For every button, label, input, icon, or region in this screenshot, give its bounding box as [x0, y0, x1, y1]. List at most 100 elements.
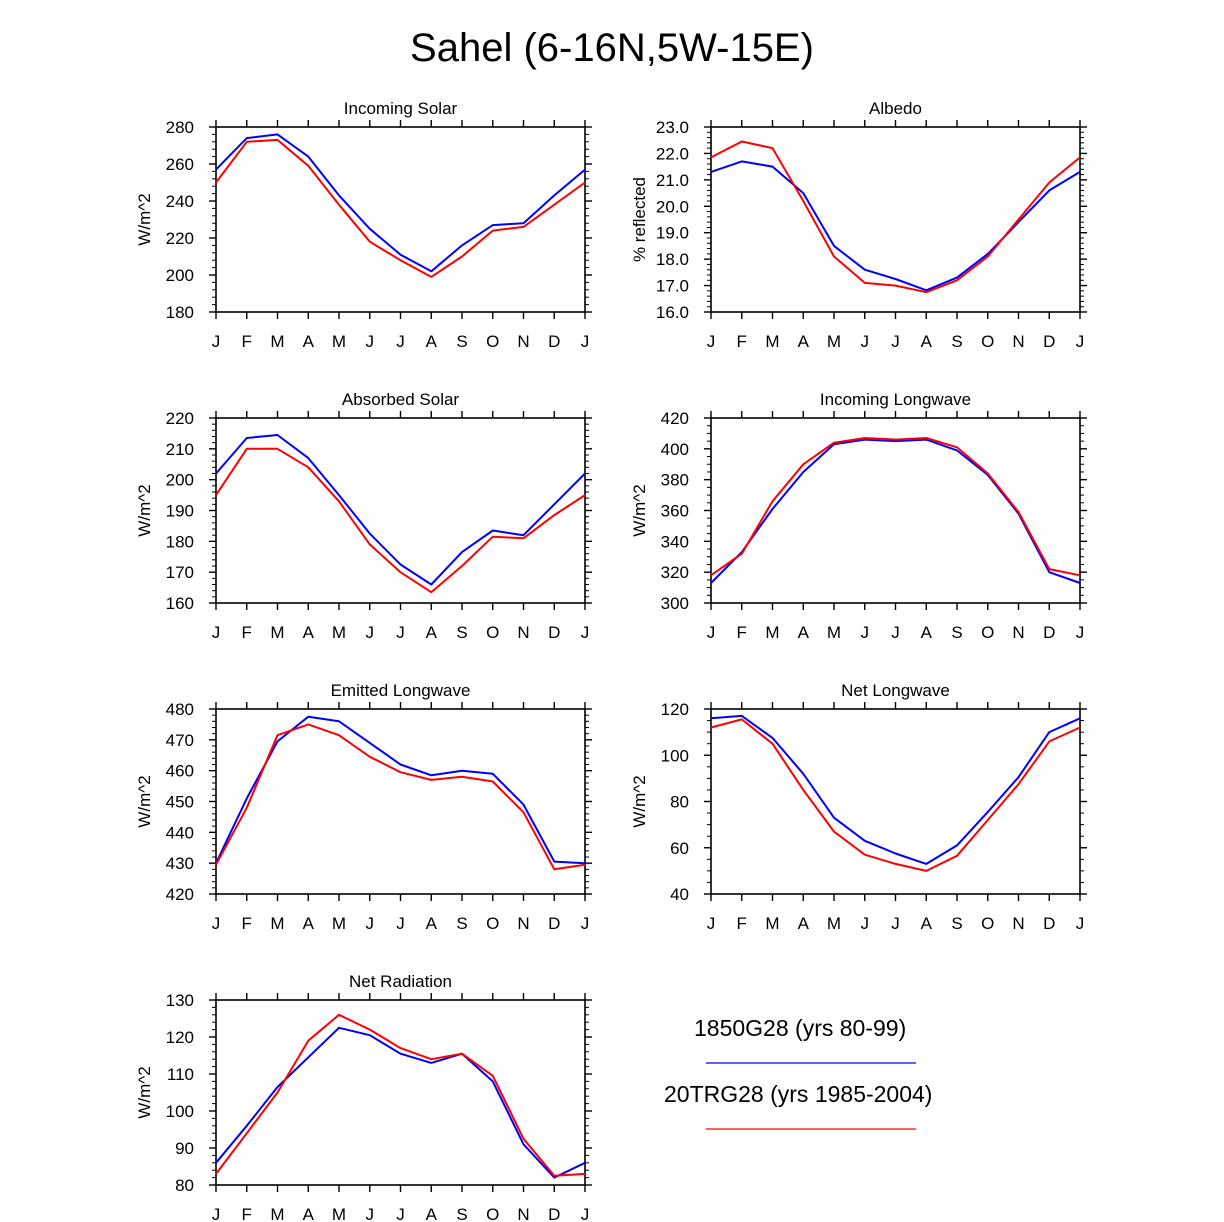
x-tick-label: J — [891, 332, 900, 351]
y-tick-label: 22.0 — [656, 144, 689, 163]
legend-label-20trg28: 20TRG28 (yrs 1985-2004) — [664, 1081, 933, 1107]
x-tick-label: N — [517, 332, 529, 351]
incoming-solar-title: Incoming Solar — [344, 99, 458, 118]
x-tick-label: J — [581, 623, 590, 642]
x-tick-label: O — [981, 914, 994, 933]
x-tick-label: M — [827, 914, 841, 933]
net-longwave-ylabel: W/m^2 — [630, 775, 649, 827]
x-tick-label: S — [456, 332, 467, 351]
emitted-longwave-panel: J F M A M J J A S O N D J420430440450460470480Emitte… — [135, 681, 592, 933]
x-tick-label: S — [951, 623, 962, 642]
y-tick-label: 460 — [166, 762, 194, 781]
net-radiation-title: Net Radiation — [349, 972, 452, 991]
x-tick-label: F — [737, 623, 747, 642]
x-tick-label: F — [242, 914, 252, 933]
x-tick-label: J — [212, 914, 221, 933]
emitted-longwave-frame — [215, 708, 586, 895]
y-tick-label: 190 — [166, 502, 194, 521]
albedo-panel: J F M A M J J A S O N D J16.017.018.019.020.021.022.… — [630, 99, 1087, 351]
x-tick-label: J — [861, 623, 870, 642]
y-tick-label: 120 — [661, 700, 689, 719]
y-tick-label: 280 — [166, 118, 194, 137]
x-tick-label: M — [827, 623, 841, 642]
x-tick-label: J — [861, 914, 870, 933]
x-tick-label: J — [366, 623, 375, 642]
incoming-longwave-ylabel: W/m^2 — [630, 484, 649, 536]
incoming-solar-frame — [215, 126, 586, 313]
x-tick-label: D — [548, 623, 560, 642]
y-tick-label: 21.0 — [656, 171, 689, 190]
x-tick-label: A — [426, 332, 438, 351]
x-tick-label: F — [737, 914, 747, 933]
y-tick-label: 470 — [166, 731, 194, 750]
absorbed-solar-ylabel: W/m^2 — [135, 484, 154, 536]
y-tick-label: 110 — [167, 1065, 194, 1084]
incoming-longwave-panel: J F M A M J J A S O N D J300320340360380400420Incomi… — [630, 390, 1087, 642]
x-tick-label: D — [1043, 623, 1055, 642]
y-tick-label: 120 — [166, 1028, 194, 1047]
y-tick-label: 60 — [670, 839, 689, 858]
y-tick-label: 18.0 — [656, 250, 689, 269]
x-tick-label: D — [548, 914, 560, 933]
x-tick-label: A — [303, 1205, 315, 1222]
net-radiation-series-20trg28-line — [215, 1013, 586, 1177]
incoming-longwave-series-20trg28-line — [710, 437, 1081, 577]
x-tick-label: J — [861, 332, 870, 351]
x-tick-label: O — [486, 623, 499, 642]
y-tick-label: 200 — [166, 471, 194, 490]
y-tick-label: 90 — [175, 1139, 194, 1158]
y-tick-label: 220 — [166, 409, 194, 428]
x-tick-label: J — [1076, 914, 1085, 933]
emitted-longwave-ylabel: W/m^2 — [135, 775, 154, 827]
x-tick-label: S — [456, 1205, 467, 1222]
y-tick-label: 80 — [670, 793, 689, 812]
x-tick-label: J — [581, 1205, 590, 1222]
x-tick-label: M — [332, 914, 346, 933]
incoming-solar-panel: J F M A M J J A S O N D J180200220240260280Incoming … — [135, 99, 592, 351]
y-tick-label: 80 — [175, 1176, 194, 1195]
figure-title: Sahel (6-16N,5W-15E) — [410, 26, 814, 70]
x-tick-label: A — [798, 623, 810, 642]
x-tick-label: J — [212, 332, 221, 351]
incoming-solar-series-20trg28-line — [215, 138, 586, 278]
x-tick-label: J — [581, 332, 590, 351]
x-tick-label: S — [951, 332, 962, 351]
y-tick-label: 23.0 — [656, 118, 689, 137]
x-tick-label: M — [765, 332, 779, 351]
x-tick-label: N — [517, 623, 529, 642]
x-tick-label: D — [1043, 914, 1055, 933]
x-tick-label: J — [707, 623, 716, 642]
y-tick-label: 360 — [661, 502, 689, 521]
net-longwave-series-20trg28-line — [710, 718, 1081, 872]
net-radiation-series-1850g28-line — [215, 1026, 586, 1179]
absorbed-solar-title: Absorbed Solar — [342, 390, 460, 409]
absorbed-solar-frame — [215, 417, 586, 604]
y-tick-label: 400 — [661, 440, 689, 459]
x-tick-label: A — [426, 623, 438, 642]
x-tick-label: M — [332, 332, 346, 351]
emitted-longwave-series-1850g28-line — [215, 715, 586, 865]
x-tick-label: N — [1012, 623, 1024, 642]
x-tick-label: J — [396, 1205, 405, 1222]
net-longwave-title: Net Longwave — [841, 681, 950, 700]
x-tick-label: M — [270, 332, 284, 351]
x-tick-label: O — [981, 623, 994, 642]
net-radiation-frame — [215, 999, 586, 1186]
y-tick-label: 20.0 — [656, 197, 689, 216]
y-tick-label: 16.0 — [656, 303, 689, 322]
x-tick-label: A — [921, 332, 933, 351]
x-tick-label: J — [366, 1205, 375, 1222]
x-tick-label: M — [827, 332, 841, 351]
x-tick-label: J — [707, 332, 716, 351]
y-tick-label: 300 — [661, 594, 689, 613]
x-tick-label: J — [396, 914, 405, 933]
y-tick-label: 340 — [661, 532, 689, 551]
x-tick-label: J — [212, 623, 221, 642]
x-tick-label: M — [270, 623, 284, 642]
x-tick-label: N — [1012, 332, 1024, 351]
x-tick-label: J — [1076, 332, 1085, 351]
x-tick-label: A — [303, 623, 315, 642]
y-tick-label: 420 — [166, 885, 194, 904]
x-tick-label: A — [798, 914, 810, 933]
